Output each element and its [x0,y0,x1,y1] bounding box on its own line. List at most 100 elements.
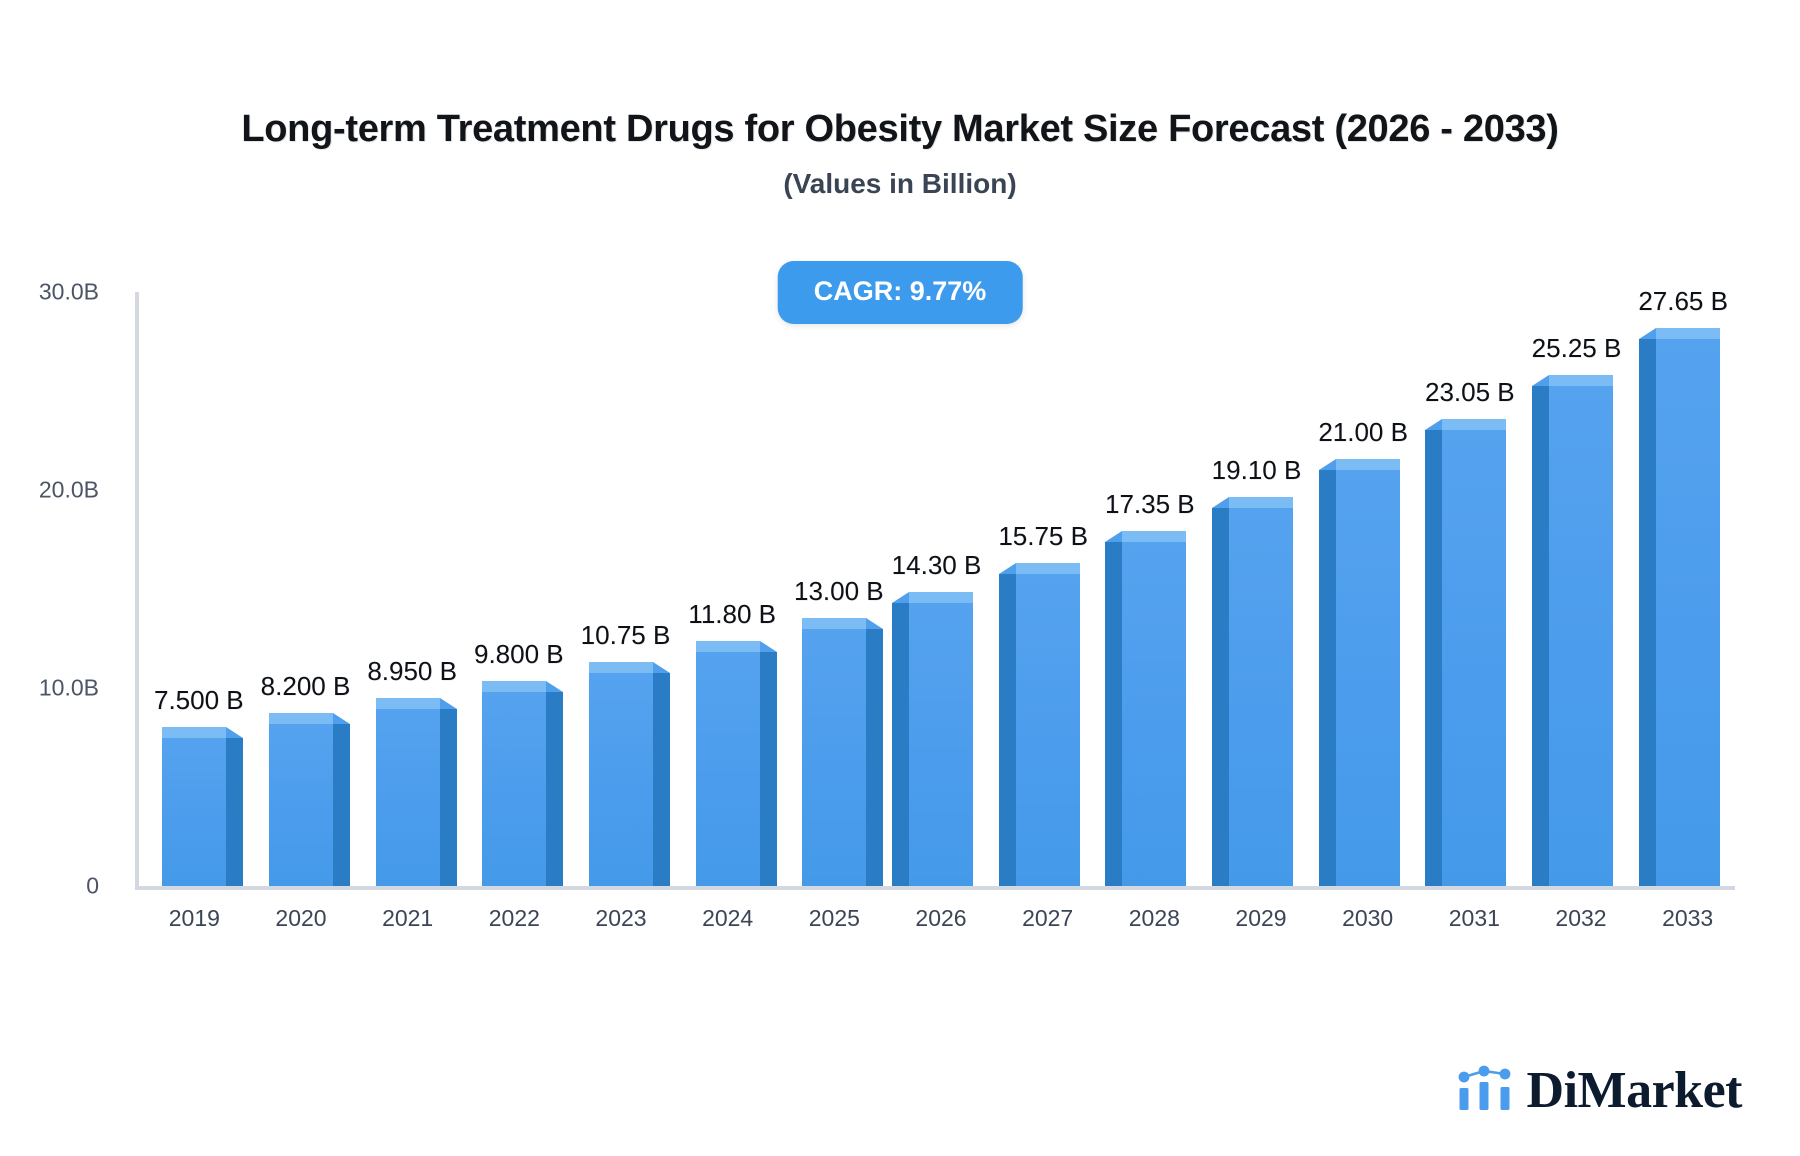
bar-front-face [482,691,547,886]
bar-top-face [269,712,333,724]
bar-top-bevel [892,591,909,603]
bar-side-face [759,652,777,886]
x-axis-tick: 2027 [1022,905,1074,931]
bar-chart-icon [1457,1063,1513,1118]
x-axis-tick: 2026 [915,905,967,931]
cagr-badge: CAGR: 9.77% [777,261,1023,324]
bar-side-face [653,673,670,886]
dimarket-logo: DiMarket [1457,1061,1743,1120]
bar-shape [1318,459,1400,886]
bar-top-bevel [866,617,884,629]
bar-shape [1212,496,1293,886]
x-axis-tick: 2029 [1235,905,1287,931]
bar-item[interactable]: 8.200 B [261,285,350,886]
bar-front-face [695,652,760,886]
bar-front-face [802,628,867,886]
bar-front-face [1549,386,1613,886]
bar-top-face [375,697,440,709]
bar-side-face [1425,429,1443,886]
bar-top-face [802,617,867,629]
bar-value-label: 8.200 B [260,670,351,701]
bar-shape [589,662,670,886]
bar-top-face [1229,496,1293,508]
bar-front-face [589,673,653,886]
bar-side-face [1212,507,1229,886]
bar-item[interactable]: 25.25 B [1532,285,1621,886]
bar-front-face [269,723,333,886]
bar-top-bevel [1532,375,1549,387]
bar-top-face [1655,327,1720,339]
bar-item[interactable]: 21.00 B [1318,285,1408,886]
page-title: Long-term Treatment Drugs for Obesity Ma… [241,108,1559,150]
bar-front-face [375,708,440,886]
bar-top-bevel [333,712,350,724]
x-axis-tick: 2019 [168,905,220,931]
bar-item[interactable]: 27.65 B [1638,285,1728,886]
bar-side-face [998,574,1016,886]
bar-side-face [892,602,909,886]
bar-top-bevel [653,662,670,674]
bar-front-face [1655,338,1720,886]
bar-side-face [226,737,244,886]
x-axis-tick: 2033 [1662,905,1714,931]
y-axis-tick: 20.0B [38,476,99,503]
bar-value-label: 27.65 B [1638,285,1728,316]
bar-value-label: 8.950 B [367,655,457,686]
bar-top-face [482,680,547,692]
bar-side-face [1638,338,1656,886]
bar-item[interactable]: 19.10 B [1212,285,1301,886]
bar-shape [1425,418,1507,886]
bar-shape [892,591,973,886]
x-axis-tick: 2028 [1128,905,1180,931]
x-axis-tick: 2032 [1555,905,1607,931]
bar-front-face [909,602,973,886]
bar-value-label: 17.35 B [1105,489,1195,520]
bar-item[interactable]: 14.30 B [892,285,981,886]
bar-top-face [1335,459,1400,471]
bar-front-face [1122,542,1187,886]
bar-shape [1638,327,1720,886]
y-axis-tick: 10.0B [38,674,99,701]
x-axis-tick: 2031 [1448,905,1500,931]
y-axis-tick: 0 [86,872,99,899]
bar-top-bevel [439,697,457,709]
y-axis-line [135,292,139,890]
chart-subtitle: (Values in Billion) [783,168,1017,199]
logo-text: DiMarket [1526,1062,1743,1119]
bar-top-face [1015,563,1080,575]
bar-item[interactable]: 10.75 B [581,285,670,886]
bar-value-label: 10.75 B [580,620,671,651]
bar-series: 7.500 B 8.200 B 8.950 B 9.800 B 10.75 B 11.80… [135,285,1735,890]
x-axis-tick: 2022 [488,905,540,931]
bar-side-face [333,723,350,886]
bar-top-bevel [1212,496,1229,508]
bar-item[interactable]: 17.35 B [1105,285,1195,886]
bar-top-bevel [1105,531,1123,543]
bar-top-bevel [759,641,777,653]
x-axis-line [135,886,1735,890]
bar-value-label: 7.500 B [154,684,244,715]
bar-top-bevel [226,726,244,738]
bar-item[interactable]: 8.950 B [367,285,457,886]
bar-shape [162,726,244,886]
bar-top-face [1122,531,1187,543]
bar-top-bevel [546,680,564,692]
bar-front-face [1442,429,1507,886]
bar-shape [695,641,777,886]
bar-top-face [162,726,227,738]
bar-item[interactable]: 9.800 B [474,285,564,886]
bar-item[interactable]: 15.75 B [998,285,1088,886]
bar-item[interactable]: 11.80 B [688,285,777,886]
bar-top-face [1549,375,1613,387]
bar-item[interactable]: 23.05 B [1425,285,1515,886]
bar-value-label: 15.75 B [998,521,1088,552]
bar-item[interactable]: 13.00 B [794,285,884,886]
bar-value-label: 13.00 B [794,575,884,606]
bar-shape [998,563,1080,886]
bar-shape [375,697,457,886]
bar-front-face [1335,470,1400,886]
bar-value-label: 19.10 B [1211,454,1302,485]
bar-side-face [866,628,884,886]
bar-item[interactable]: 7.500 B [154,285,244,886]
